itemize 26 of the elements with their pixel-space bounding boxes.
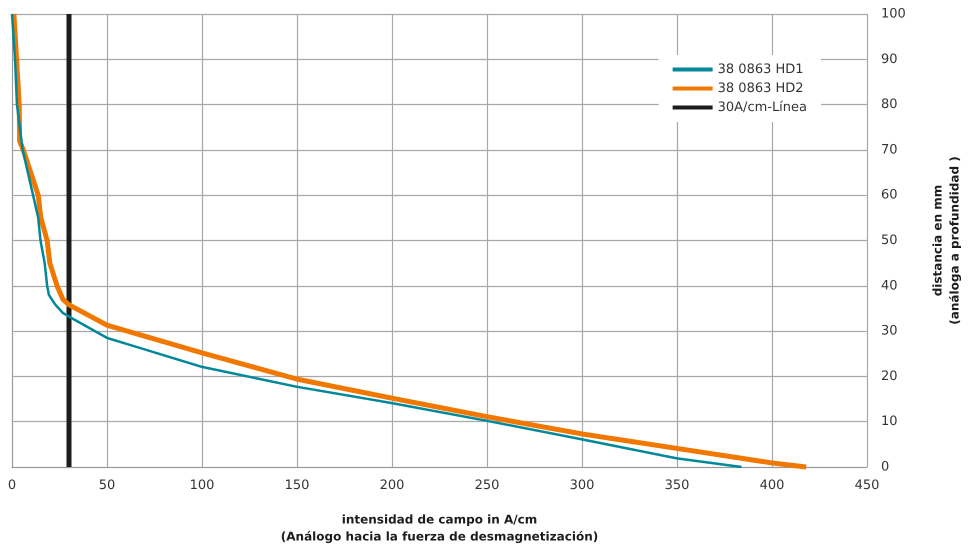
x-tick-label: 50 [98, 478, 116, 493]
y-tick-label: 70 [881, 142, 898, 158]
x-axis-title: intensidad de campo in A/cm (Análogo hacia la fuerza de desmagnetización) [280, 512, 598, 544]
legend-label: 30A/cm-Línea [718, 100, 807, 115]
x-tick-label: 0 [8, 478, 16, 493]
x-tick-label: 400 [760, 478, 784, 493]
x-tick-label: 350 [664, 478, 690, 493]
y-tick-label: 90 [881, 52, 898, 67]
x-tick-label: 100 [190, 478, 214, 493]
x-tick-label: 250 [474, 478, 500, 493]
y-tick-label: 20 [881, 368, 898, 384]
y-tick-label: 30 [881, 324, 898, 339]
y-tick-label: 10 [881, 414, 898, 430]
y-tick-label: 60 [881, 188, 898, 203]
y-tick-label: 0 [881, 460, 890, 474]
x-tick-label: 200 [380, 478, 404, 493]
y-tick-label: 40 [881, 278, 898, 294]
x-tick-label: 450 [854, 478, 880, 493]
y-tick-label: 80 [881, 97, 898, 112]
y-axis-title: distancia en mm (análoga a profundidad ) [930, 156, 962, 325]
legend-label: 38 0863 HD2 [718, 81, 804, 96]
legend-label: 38 0863 HD1 [718, 62, 804, 77]
y-tick-label: 50 [881, 233, 898, 248]
x-tick-label: 150 [284, 478, 310, 493]
x-tick-label: 300 [570, 478, 594, 493]
y-tick-label: 100 [881, 6, 906, 22]
